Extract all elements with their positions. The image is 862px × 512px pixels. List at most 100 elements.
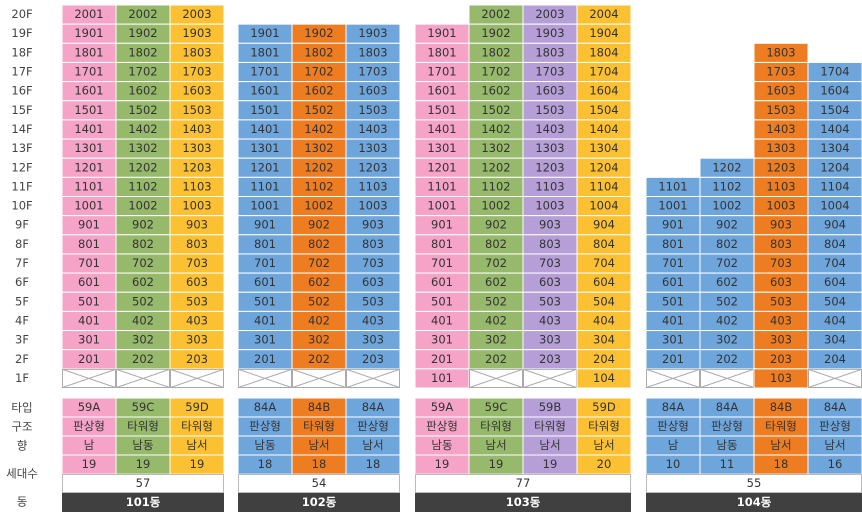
unit-number: 601 — [78, 275, 100, 289]
unit-number: 1503 — [535, 103, 564, 117]
unit-number: 101 — [431, 371, 453, 385]
unit-number: 1603 — [358, 84, 387, 98]
row-label: 구조 — [11, 420, 32, 434]
unit-number: 1701 — [74, 65, 103, 79]
unit-number: 301 — [78, 333, 100, 347]
unit-number: 701 — [78, 256, 100, 270]
unit-number: 1201 — [74, 160, 103, 174]
floor-label: 12F — [11, 160, 32, 174]
unit-number: 1204 — [820, 160, 849, 174]
unit-number: 1703 — [182, 65, 211, 79]
unit-number: 403 — [362, 313, 384, 327]
unit-number: 1901 — [427, 26, 456, 40]
unit-number: 1104 — [589, 179, 618, 193]
info-direction: 남동 — [254, 438, 275, 452]
unit-number: 1201 — [427, 160, 456, 174]
unit-number: 1301 — [74, 141, 103, 155]
unit-number: 1103 — [182, 179, 211, 193]
unit-number: 1401 — [250, 122, 279, 136]
info-type: 59D — [592, 400, 616, 414]
unit-number: 1002 — [304, 199, 333, 213]
unit-number: 301 — [662, 333, 684, 347]
unit-number: 601 — [431, 275, 453, 289]
unit-number: 1501 — [250, 103, 279, 117]
unit-number: 803 — [539, 237, 561, 251]
unit-number: 504 — [824, 294, 846, 308]
info-structure: 판상형 — [711, 419, 743, 433]
floor-label: 7F — [15, 256, 29, 270]
unit-number: 1403 — [535, 122, 564, 136]
unit-number: 1301 — [427, 141, 456, 155]
unit-number: 1601 — [74, 84, 103, 98]
unit-number: 1101 — [250, 179, 279, 193]
unit-number: 901 — [431, 218, 453, 232]
unit-number: 302 — [132, 333, 154, 347]
unit-number: 201 — [431, 352, 453, 366]
unit-number: 1702 — [304, 65, 333, 79]
info-households: 11 — [720, 457, 735, 471]
unit-number: 903 — [362, 218, 384, 232]
unit-number: 803 — [186, 237, 208, 251]
info-structure: 판상형 — [657, 419, 689, 433]
building-cell — [238, 493, 400, 512]
cross — [646, 368, 700, 388]
unit-number: 603 — [362, 275, 384, 289]
unit-number: 1102 — [481, 179, 510, 193]
building-name: 101동 — [126, 495, 161, 509]
unit-number: 1403 — [182, 122, 211, 136]
unit-number: 2003 — [535, 7, 564, 21]
unit-number: 103 — [770, 371, 792, 385]
unit-number: 1104 — [820, 179, 849, 193]
unit-number: 1903 — [358, 26, 387, 40]
info-structure: 판상형 — [249, 419, 281, 433]
info-households: 19 — [190, 457, 205, 471]
unit-number: 1802 — [304, 45, 333, 59]
unit-number: 2003 — [182, 7, 211, 21]
unit-number: 602 — [485, 275, 507, 289]
unit-number: 1604 — [589, 84, 618, 98]
unit-number: 1703 — [766, 65, 795, 79]
unit-number: 604 — [593, 275, 615, 289]
building-cell — [646, 493, 862, 512]
unit-number: 2002 — [481, 7, 510, 21]
unit-number: 502 — [308, 294, 330, 308]
unit-number: 901 — [254, 218, 276, 232]
unit-number: 701 — [254, 256, 276, 270]
cross — [170, 368, 224, 388]
unit-number: 1303 — [182, 141, 211, 155]
unit-number: 301 — [254, 333, 276, 347]
building-total: 55 — [747, 476, 762, 490]
unit-number: 1202 — [481, 160, 510, 174]
unit-number: 502 — [716, 294, 738, 308]
info-type: 59C — [132, 400, 155, 414]
unit-number: 304 — [824, 333, 846, 347]
unit-number: 604 — [824, 275, 846, 289]
unit-number: 1402 — [481, 122, 510, 136]
unit-number: 1003 — [182, 199, 211, 213]
cross — [116, 368, 170, 388]
floor-label: 10F — [11, 199, 32, 213]
floor-label: 14F — [11, 122, 32, 136]
floor-label: 15F — [11, 103, 32, 117]
unit-number: 303 — [539, 333, 561, 347]
unit-number: 1803 — [358, 45, 387, 59]
unit-number: 1503 — [358, 103, 387, 117]
unit-number: 902 — [308, 218, 330, 232]
unit-number: 1001 — [250, 199, 279, 213]
info-structure: 타워형 — [765, 419, 797, 433]
unit-number: 1602 — [304, 84, 333, 98]
unit-number: 401 — [662, 313, 684, 327]
unit-number: 202 — [485, 352, 507, 366]
unit-number: 203 — [539, 352, 561, 366]
floor-label: 13F — [11, 141, 32, 155]
floor-label: 6F — [15, 275, 29, 289]
unit-number: 501 — [431, 294, 453, 308]
unit-number: 703 — [362, 256, 384, 270]
info-structure: 타워형 — [480, 419, 512, 433]
floor-label: 9F — [15, 218, 29, 232]
info-structure: 판상형 — [357, 419, 389, 433]
unit-number: 1901 — [74, 26, 103, 40]
unit-number: 803 — [770, 237, 792, 251]
unit-number: 1601 — [427, 84, 456, 98]
unit-number: 1304 — [820, 141, 849, 155]
